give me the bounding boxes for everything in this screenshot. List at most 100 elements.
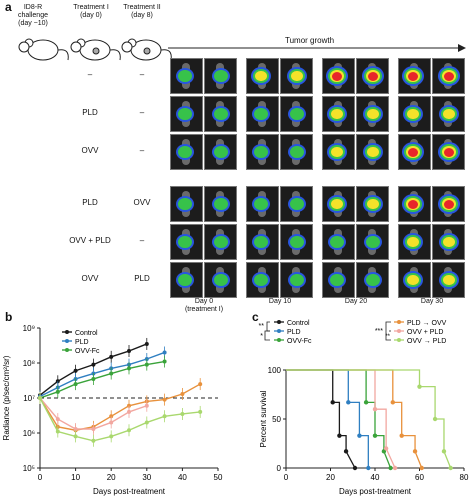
legend-marker — [397, 320, 401, 324]
data-point — [55, 429, 60, 434]
x-axis-label: Days post-treatment — [339, 487, 412, 496]
day-label: Day 30 — [420, 298, 444, 305]
significance-label: * — [260, 333, 263, 340]
row-treatment2-label: – — [139, 70, 145, 79]
mouse-image-tile — [356, 224, 389, 260]
signal-blob — [443, 274, 455, 286]
signal-blob — [178, 235, 192, 249]
survival-marker — [412, 449, 418, 454]
survival-marker — [383, 446, 389, 451]
y-tick-label: 10⁸ — [23, 359, 35, 368]
y-axis-label: Percent survival — [259, 390, 268, 447]
significance-label: *** — [375, 328, 383, 335]
x-axis-label: Days post-treatment — [93, 487, 166, 496]
mouse-image-tile — [322, 224, 355, 260]
legend-marker — [65, 348, 69, 352]
signal-blob — [444, 199, 454, 209]
signal-blob — [368, 71, 378, 81]
signal-blob — [178, 273, 192, 287]
y-tick-label: 10⁶ — [23, 429, 35, 438]
signal-blob — [291, 70, 303, 82]
signal-blob — [331, 146, 343, 158]
data-point — [127, 428, 131, 433]
mouse-image-tile — [432, 186, 465, 222]
legend-marker — [65, 339, 69, 343]
radiance-chart: 0 10 20 30 40 50 10⁵ 10⁶ 10⁷ 10⁸ 10⁹ Days post-trea… — [2, 324, 223, 496]
signal-blob — [331, 108, 343, 120]
survival-chart: 0 20 40 60 80 0 50 100 Days post-treatment Percen… — [259, 320, 469, 496]
significance-bracket — [385, 321, 391, 341]
mouse-image-tile — [204, 96, 237, 132]
mouse-image-tile — [170, 134, 203, 170]
mouse-image-tile — [204, 134, 237, 170]
survival-marker — [372, 407, 378, 412]
signal-blob — [214, 107, 228, 121]
signal-blob — [254, 107, 268, 121]
data-point — [198, 382, 203, 387]
mouse-image-tile — [204, 224, 237, 260]
treatment1-label: Treatment I (day 0) — [73, 4, 109, 19]
mouse-image-tile — [432, 134, 465, 170]
signal-blob — [407, 108, 419, 120]
data-point — [91, 362, 96, 367]
y-tick-label: 10⁷ — [23, 394, 35, 403]
signal-blob — [178, 145, 192, 159]
data-point — [180, 411, 185, 416]
legend-label: OVV-Fc — [287, 338, 312, 345]
data-point — [73, 427, 78, 432]
mouse-image-tile — [356, 58, 389, 94]
signal-blob — [255, 70, 267, 82]
x-tick-label: 40 — [371, 473, 380, 482]
survival-marker — [417, 384, 422, 389]
survival-marker — [432, 416, 438, 422]
survival-curve — [286, 369, 369, 468]
series-line — [39, 397, 201, 442]
data-point — [55, 417, 60, 422]
mouse-image-tile — [356, 186, 389, 222]
row-treatment1-label: OVV — [81, 274, 99, 283]
survival-marker — [346, 400, 351, 405]
mouse-image-tile — [170, 186, 203, 222]
survival-marker — [388, 465, 393, 471]
signal-blob — [214, 235, 228, 249]
series-line — [39, 351, 165, 398]
day-label: Day 20 — [344, 298, 368, 305]
signal-blob — [331, 198, 343, 210]
y-tick-label: 100 — [268, 366, 282, 375]
data-point — [91, 438, 96, 443]
row-treatment2-label: PLD — [134, 274, 150, 283]
signal-blob — [254, 273, 268, 287]
survival-marker — [343, 449, 349, 454]
data-point — [144, 362, 149, 367]
mouse-image-tile — [170, 96, 203, 132]
data-point — [180, 392, 185, 397]
signal-blob — [254, 145, 268, 159]
mouse-image-tile — [398, 186, 431, 222]
data-point — [162, 359, 167, 364]
day-label: Day 0 (treatment I) — [184, 298, 224, 313]
data-point — [109, 354, 114, 359]
data-point — [109, 434, 114, 439]
panel-a-letter: a — [5, 0, 12, 14]
data-point — [198, 409, 203, 414]
survival-curve — [286, 369, 423, 469]
legend-label: Control — [287, 320, 310, 327]
legend-label: OVV-Fc — [75, 348, 100, 355]
legend-label: PLD — [287, 329, 301, 336]
signal-blob — [290, 273, 304, 287]
series-line — [39, 383, 201, 431]
signal-blob — [330, 273, 344, 287]
signal-blob — [214, 145, 228, 159]
signal-blob — [254, 235, 268, 249]
mouse-image-tile — [246, 96, 279, 132]
signal-blob — [408, 71, 418, 81]
mouse-image-tile — [280, 134, 313, 170]
data-point — [73, 382, 78, 387]
mouse-image-tile — [204, 262, 237, 298]
legend-marker — [397, 329, 401, 333]
survival-marker — [352, 465, 358, 471]
significance-label: ** — [385, 334, 390, 340]
y-tick-label: 50 — [272, 415, 281, 424]
mouse-image-tile — [280, 58, 313, 94]
survival-marker — [366, 465, 371, 471]
